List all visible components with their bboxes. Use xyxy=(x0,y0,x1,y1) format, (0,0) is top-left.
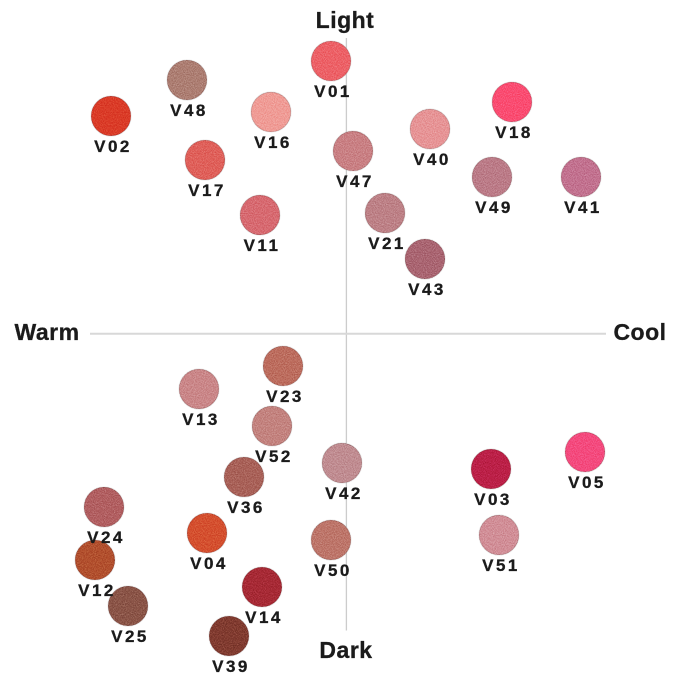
svg-text:V39: V39 xyxy=(212,657,250,676)
svg-text:V52: V52 xyxy=(255,447,293,466)
svg-text:V48: V48 xyxy=(170,101,208,120)
svg-text:V14: V14 xyxy=(245,608,283,627)
svg-text:V23: V23 xyxy=(266,387,304,406)
svg-text:V47: V47 xyxy=(336,172,374,191)
svg-text:Cool: Cool xyxy=(613,319,666,345)
svg-text:Dark: Dark xyxy=(319,637,372,663)
svg-text:V12: V12 xyxy=(78,581,116,600)
svg-text:V41: V41 xyxy=(564,198,602,217)
svg-text:V25: V25 xyxy=(111,627,149,646)
svg-text:V18: V18 xyxy=(495,123,533,142)
svg-text:V49: V49 xyxy=(475,198,513,217)
svg-text:V13: V13 xyxy=(182,410,220,429)
svg-text:V17: V17 xyxy=(188,181,226,200)
svg-text:V03: V03 xyxy=(474,490,512,509)
svg-text:V01: V01 xyxy=(314,82,352,101)
svg-text:V36: V36 xyxy=(227,498,265,517)
svg-text:V24: V24 xyxy=(87,528,125,547)
svg-text:V02: V02 xyxy=(94,137,132,156)
svg-text:Warm: Warm xyxy=(14,319,79,345)
svg-text:V40: V40 xyxy=(413,150,451,169)
svg-text:V43: V43 xyxy=(408,280,446,299)
svg-text:V50: V50 xyxy=(314,561,352,580)
svg-text:V51: V51 xyxy=(482,556,520,575)
svg-text:V16: V16 xyxy=(254,133,292,152)
svg-text:V21: V21 xyxy=(368,234,406,253)
svg-text:V05: V05 xyxy=(568,473,606,492)
svg-text:V42: V42 xyxy=(325,484,363,503)
svg-text:Light: Light xyxy=(316,7,375,33)
svg-text:V11: V11 xyxy=(244,236,281,255)
svg-text:V04: V04 xyxy=(190,554,228,573)
